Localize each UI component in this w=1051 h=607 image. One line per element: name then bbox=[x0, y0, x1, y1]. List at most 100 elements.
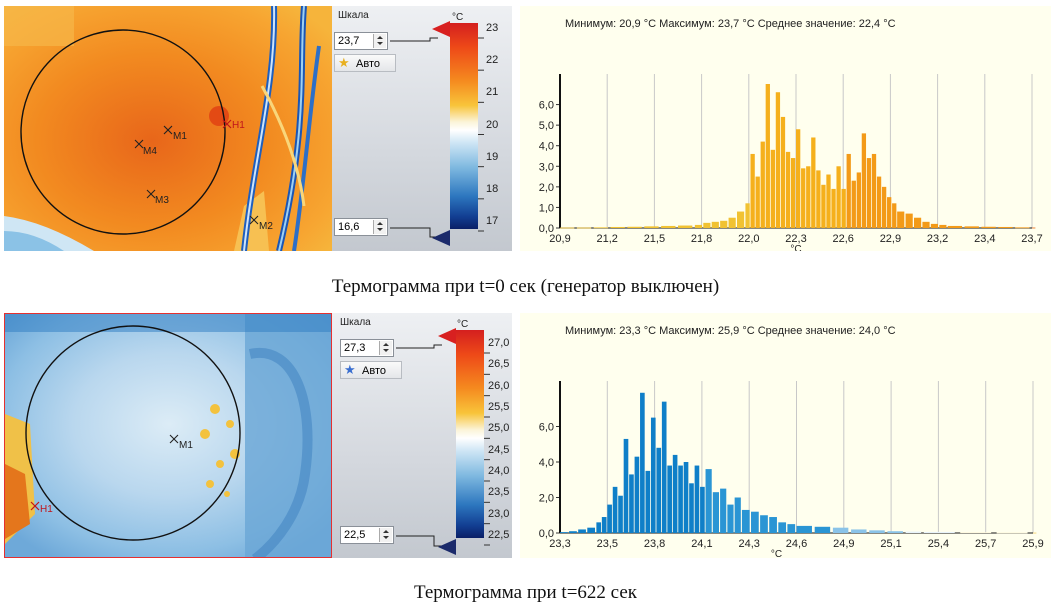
y-tick-label: 2,0 bbox=[539, 493, 554, 505]
x-tick-label: 23,3 bbox=[549, 538, 570, 550]
histogram-bar bbox=[775, 92, 781, 228]
histogram-bar bbox=[734, 497, 741, 533]
histogram-bar bbox=[787, 524, 796, 533]
histogram-bar bbox=[892, 203, 897, 228]
marker-label: M3 bbox=[155, 195, 169, 206]
histogram-bar bbox=[871, 153, 877, 228]
x-tick-label: 23,5 bbox=[597, 538, 618, 550]
histogram-bar bbox=[780, 116, 786, 228]
histogram-bar bbox=[610, 226, 625, 228]
histogram-bar bbox=[737, 211, 745, 228]
x-tick-label: 25,1 bbox=[880, 538, 901, 550]
spin-buttons[interactable] bbox=[373, 34, 386, 48]
histogram-bar bbox=[703, 222, 711, 228]
histogram-bar bbox=[769, 517, 777, 533]
histogram-bar bbox=[650, 417, 656, 533]
scale-tick-label: 22 bbox=[486, 54, 499, 67]
x-tick-label: 21,2 bbox=[596, 233, 617, 245]
star-icon: ★ bbox=[344, 362, 356, 377]
histogram-bar bbox=[634, 456, 640, 533]
marker-label: M4 bbox=[143, 146, 157, 157]
marker-label: H1 bbox=[232, 120, 245, 131]
histogram-bar bbox=[751, 511, 759, 533]
histogram-bar bbox=[869, 530, 885, 533]
scale-tick-label: 21 bbox=[486, 86, 499, 99]
histogram-bar bbox=[689, 483, 694, 533]
y-tick-label: 4,0 bbox=[539, 141, 554, 153]
histogram-bar bbox=[897, 211, 905, 228]
marker-label: H1 bbox=[40, 504, 53, 515]
histogram-bar bbox=[796, 525, 812, 533]
scale-max-input[interactable]: 27,3 bbox=[340, 339, 394, 357]
histogram-bar bbox=[678, 465, 683, 533]
histogram-bar bbox=[661, 225, 676, 228]
auto-button[interactable]: ★ Авто bbox=[340, 361, 402, 379]
auto-button[interactable]: ★ Авто bbox=[334, 54, 396, 72]
marker-label: M2 bbox=[259, 221, 273, 232]
scale-tick-label: 22,5 bbox=[488, 529, 510, 541]
scale-min-input[interactable]: 16,6 bbox=[334, 218, 388, 236]
x-tick-label: 22,3 bbox=[785, 233, 806, 245]
x-tick-label: 22,6 bbox=[832, 233, 853, 245]
y-tick-label: 3,0 bbox=[539, 161, 554, 173]
thermogram-panel-2: M1 H1 Шкала °C 27,3 ★ Авто 22,5 27,0 26,5 2… bbox=[0, 313, 1051, 560]
histogram-bar bbox=[578, 529, 586, 533]
x-tick-label: 20,9 bbox=[549, 233, 570, 245]
scale-tick-label: 25,0 bbox=[488, 422, 510, 435]
histogram-bar bbox=[861, 133, 867, 228]
histogram-bar bbox=[826, 174, 831, 228]
spin-buttons[interactable] bbox=[379, 341, 392, 355]
scale-tick-label: 23,5 bbox=[488, 486, 510, 499]
histogram-bar bbox=[806, 166, 811, 228]
scale-tick-label: 20 bbox=[486, 118, 499, 131]
y-tick-label: 2,0 bbox=[539, 182, 554, 194]
histogram-bar bbox=[930, 223, 939, 228]
y-tick-label: 4,0 bbox=[539, 457, 554, 469]
histogram-bar bbox=[811, 137, 816, 228]
histogram-bar bbox=[905, 531, 922, 533]
histogram-bar bbox=[914, 217, 922, 228]
histogram-bar bbox=[720, 220, 728, 228]
scale-max-input[interactable]: 23,7 bbox=[334, 32, 388, 50]
histogram-panel-2: Минимум: 23,3 °C Максимум: 25,9 °C Средн… bbox=[520, 313, 1051, 560]
histogram-bar bbox=[705, 469, 712, 533]
scale-tick-label: 19 bbox=[486, 150, 499, 163]
histogram-bar bbox=[694, 224, 703, 228]
y-tick-label: 6,0 bbox=[539, 100, 554, 112]
scale-min-input[interactable]: 22,5 bbox=[340, 526, 394, 544]
histogram-bar bbox=[814, 526, 831, 533]
histogram-bar bbox=[607, 504, 612, 533]
unit-label: °C bbox=[452, 12, 464, 23]
histogram-bar bbox=[601, 517, 607, 533]
x-tick-label: 25,4 bbox=[928, 538, 949, 550]
scale-panel-1: Шкала °C 23,7 ★ Авто 16,6 23 22 21 20 19 18 17 bbox=[332, 6, 512, 251]
thermal-image-2[interactable]: M1 H1 bbox=[4, 313, 332, 558]
histogram-bar bbox=[1015, 227, 1030, 229]
histogram-bar bbox=[569, 531, 577, 533]
y-tick-label: 6,0 bbox=[539, 422, 554, 434]
histogram-bar bbox=[851, 180, 856, 228]
thermal-image-1[interactable]: M1 M4 M3 M2 H1 bbox=[4, 6, 332, 251]
histogram-bar bbox=[785, 151, 791, 228]
marker-label: M1 bbox=[173, 131, 187, 142]
histogram-bar bbox=[672, 454, 678, 533]
scale-tick-label: 24,0 bbox=[488, 465, 510, 477]
x-tick-label: 24,6 bbox=[786, 538, 807, 550]
histogram-bar bbox=[618, 495, 623, 533]
scale-tick-label: 23 bbox=[486, 22, 499, 34]
histogram-bar bbox=[770, 149, 776, 228]
scale-tick-label: 26,0 bbox=[488, 379, 510, 392]
x-axis-unit: °C bbox=[790, 244, 801, 251]
histogram-bar bbox=[667, 465, 672, 533]
histogram-bar bbox=[1032, 227, 1036, 229]
histogram-bar bbox=[939, 224, 947, 228]
histogram-bar bbox=[856, 172, 861, 228]
spin-buttons[interactable] bbox=[379, 528, 392, 542]
histogram-bar bbox=[712, 492, 720, 533]
histogram-bar bbox=[832, 527, 849, 533]
histogram-bar bbox=[694, 465, 700, 533]
histogram-bar bbox=[947, 225, 963, 228]
spin-buttons[interactable] bbox=[373, 220, 386, 234]
histogram-bar bbox=[881, 186, 887, 228]
x-tick-label: 25,7 bbox=[975, 538, 996, 550]
